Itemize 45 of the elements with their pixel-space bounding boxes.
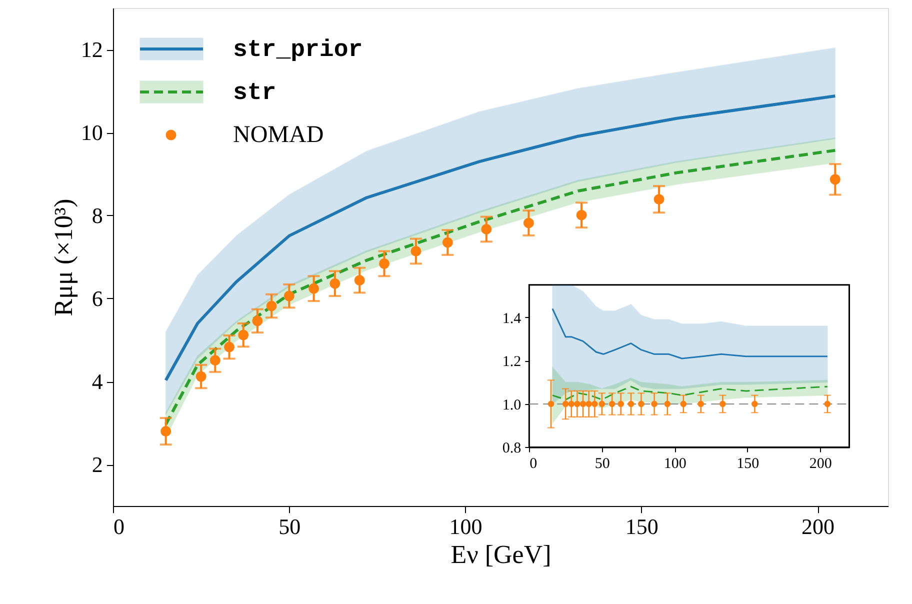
point [238, 330, 249, 340]
x-tick-label: 200 [802, 514, 835, 540]
x-tick-label: 150 [625, 514, 658, 540]
point [442, 237, 453, 248]
line-series [552, 308, 828, 360]
point [266, 300, 277, 312]
x-tick-label: 100 [664, 456, 686, 472]
y-tick-label: 8 [92, 203, 103, 228]
point [330, 278, 340, 289]
y-tick-label: 2 [92, 452, 103, 477]
x-tick-label: 0 [530, 456, 538, 472]
point [410, 246, 422, 256]
point [481, 224, 492, 234]
y-tick-label: 6 [92, 286, 103, 311]
y-axis-title: Rμμ (×10³) [48, 198, 78, 316]
point [523, 218, 534, 228]
x-tick-label: 100 [449, 514, 482, 540]
y-tick-label: 10 [80, 120, 103, 145]
y-tick-label: 12 [80, 37, 103, 62]
point [830, 174, 840, 185]
point [284, 290, 294, 302]
x-tick-label: 200 [809, 456, 832, 472]
point [160, 426, 172, 437]
legend-label: NOMAD [233, 122, 324, 148]
y-tick-label: 0.8 [502, 440, 522, 457]
x-tick-label: 150 [736, 456, 760, 472]
legend-label: str [233, 80, 276, 107]
legend-label: str_prior [233, 37, 363, 64]
point [308, 283, 320, 294]
point [654, 194, 664, 205]
point [379, 258, 390, 269]
point [196, 371, 206, 382]
x-tick-label: 50 [594, 456, 610, 472]
point [354, 275, 365, 286]
y-tick-label: 4 [92, 369, 103, 394]
x-axis-title: Eν [GeV] [450, 540, 552, 570]
point [252, 316, 263, 326]
point [576, 210, 587, 220]
x-tick-label: 50 [278, 514, 301, 540]
y-tick-label: 1.4 [502, 310, 522, 327]
y-tick-label: 1.0 [502, 397, 522, 414]
point [224, 342, 234, 352]
x-tick-label: 0 [114, 514, 124, 540]
point [210, 355, 220, 366]
y-tick-label: 1.2 [502, 354, 522, 370]
